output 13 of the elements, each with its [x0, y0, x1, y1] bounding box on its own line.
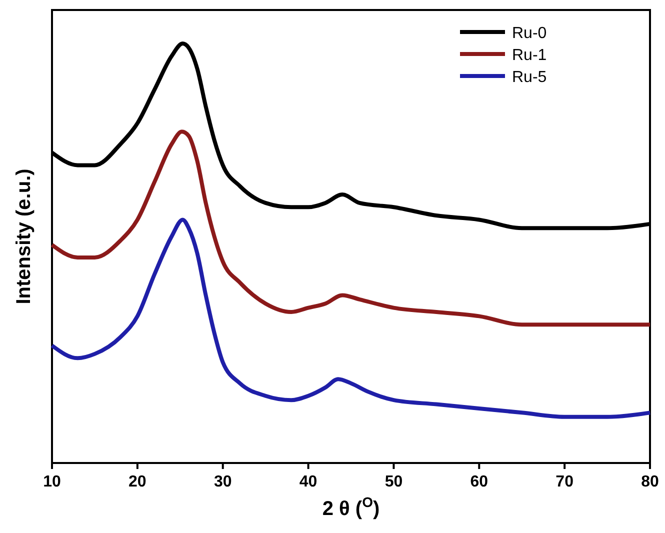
x-tick-label: 70 — [556, 473, 574, 490]
x-tick-label: 60 — [470, 473, 488, 490]
x-tick-label: 20 — [128, 473, 146, 490]
x-tick-label: 40 — [299, 473, 318, 490]
x-tick-label: 30 — [214, 473, 232, 490]
legend-label: Ru-5 — [512, 69, 547, 86]
x-tick-label: 50 — [384, 473, 403, 490]
legend-label: Ru-1 — [512, 47, 547, 64]
x-tick-label: 10 — [43, 473, 61, 490]
legend-label: Ru-0 — [512, 25, 547, 42]
y-axis-title: Intensity (e.u.) — [13, 168, 35, 304]
x-axis-title: 2 θ ($^{O}$) — [322, 494, 380, 520]
x-tick-label: 80 — [641, 473, 659, 490]
